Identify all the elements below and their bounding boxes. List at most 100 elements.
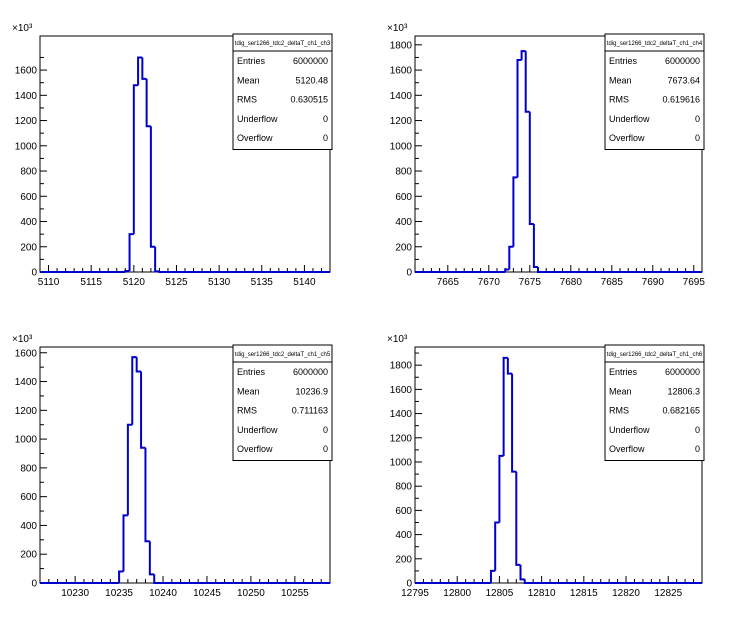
histogram-baseline-right	[523, 579, 702, 584]
stats-value: 0	[323, 444, 328, 454]
stats-label: Overflow	[237, 133, 273, 143]
x-tick-label: 7695	[683, 277, 706, 288]
y-tick-label: 1600	[15, 66, 38, 77]
histogram-baseline-right	[153, 574, 330, 584]
y-tick-label: 1200	[15, 116, 38, 127]
x-tick-label: 12810	[528, 588, 556, 599]
y-tick-label: 0	[406, 268, 412, 279]
y-tick-label: 1200	[390, 433, 413, 444]
y-tick-label: 800	[395, 482, 412, 493]
histogram-bin	[516, 58, 522, 178]
stats-value: 6000000	[665, 367, 700, 377]
x-tick-label: 10235	[105, 588, 133, 599]
y-tick-label: 600	[395, 192, 412, 203]
histogram-bin	[512, 176, 518, 247]
x-tick-label: 7680	[560, 277, 583, 288]
x-tick-label: 7665	[437, 277, 460, 288]
stats-label: Mean	[237, 386, 260, 396]
histogram-bin	[489, 569, 496, 583]
stats-label: Entries	[237, 56, 266, 66]
stats-value: 10236.9	[295, 386, 328, 396]
y-tick-label: 1800	[390, 361, 413, 372]
stats-value: 5120.48	[295, 75, 328, 85]
histogram-bin	[524, 51, 530, 113]
stats-value: 0.619616	[662, 95, 700, 105]
stats-label: RMS	[237, 406, 257, 416]
stats-label: Underflow	[609, 114, 650, 124]
y-tick-label: 800	[20, 463, 37, 474]
stats-value: 6000000	[665, 56, 700, 66]
histogram-bin	[124, 269, 130, 272]
y-tick-label: 400	[395, 217, 412, 228]
y-tick-label: 1200	[15, 406, 38, 417]
y-tick-label: 200	[20, 242, 37, 253]
stats-label: Mean	[609, 75, 632, 85]
histogram-bin	[145, 78, 151, 128]
y-tick-label: 1400	[15, 377, 38, 388]
y-tick-label: 1200	[390, 116, 413, 127]
histogram-bin	[508, 245, 514, 270]
histogram-bin	[506, 357, 513, 375]
y-exponent-label: ×10³	[12, 23, 33, 34]
histogram-title: tdig_ser1266_tdc2_deltaT_ch1_ch3	[235, 41, 331, 47]
stats-value: 6000000	[293, 367, 328, 377]
stats-label: Entries	[609, 367, 638, 377]
histogram-panel-1: 0 200 400 600 800 1000 1200 1400 1600 5110 5115 512…	[12, 23, 333, 288]
y-tick-label: 1400	[390, 91, 413, 102]
histogram-title: tdig_ser1266_tdc2_deltaT_ch1_ch5	[235, 352, 331, 358]
stats-value: 12806.3	[667, 386, 700, 396]
stats-value: 7673.64	[667, 75, 700, 85]
x-tick-label: 12805	[486, 588, 514, 599]
y-tick-label: 200	[20, 550, 37, 561]
stats-value: 0	[695, 425, 700, 435]
y-tick-label: 600	[20, 192, 37, 203]
histogram-panel-3: 0 200 400 600 800 1000 1200 1400 1600 10230 10235 1…	[12, 334, 333, 599]
y-tick-label: 800	[395, 167, 412, 178]
x-tick-label: 12795	[401, 588, 429, 599]
stats-value: 0.682165	[662, 406, 700, 416]
y-exponent-label: ×10³	[12, 334, 33, 345]
histogram-bin	[149, 126, 156, 248]
histogram-bin	[132, 84, 139, 235]
stats-label: Entries	[609, 56, 638, 66]
y-tick-label: 0	[406, 579, 412, 590]
histogram-panel-4: 0 200 400 600 800 1000 1200 1400 1600 1800 12795 12…	[387, 334, 705, 599]
y-tick-label: 1600	[15, 348, 38, 359]
histogram-baseline-right	[537, 266, 702, 273]
stats-label: RMS	[237, 95, 257, 105]
x-tick-label: 5120	[123, 277, 146, 288]
y-tick-label: 400	[395, 530, 412, 541]
y-tick-label: 0	[31, 268, 37, 279]
histogram-bin	[511, 373, 517, 473]
histogram-panel-2: 0 200 400 600 800 1000 1200 1400 1600 1800 7665 767…	[387, 23, 705, 288]
x-tick-label: 10240	[149, 588, 177, 599]
stats-value: 6000000	[293, 56, 328, 66]
histogram-bin	[126, 423, 133, 516]
histogram-bin	[137, 56, 143, 86]
stats-box: tdig_ser1266_tdc2_deltaT_ch1_ch4 Entries 6…	[604, 33, 705, 150]
stats-label: Overflow	[237, 444, 273, 454]
stats-value: 0	[695, 133, 700, 143]
y-tick-label: 1600	[390, 385, 413, 396]
x-tick-label: 5140	[293, 277, 316, 288]
histogram-bin	[515, 471, 521, 566]
stats-label: Mean	[609, 386, 632, 396]
y-tick-label: 1800	[390, 40, 413, 51]
histogram-bin	[148, 541, 155, 576]
histogram-bin	[144, 447, 150, 543]
y-exponent-label: ×10³	[387, 334, 408, 345]
x-tick-label: 10250	[237, 588, 265, 599]
x-tick-label: 12815	[570, 588, 598, 599]
x-tick-label: 7690	[642, 277, 665, 288]
x-tick-label: 10245	[193, 588, 221, 599]
histogram-bin	[141, 57, 147, 80]
stats-box-frame	[604, 33, 705, 150]
histogram-bin	[498, 454, 504, 523]
stats-box: tdig_ser1266_tdc2_deltaT_ch1_ch3 Entries 6…	[232, 33, 333, 150]
histogram-bin	[131, 356, 137, 425]
stats-label: Overflow	[609, 444, 645, 454]
x-tick-label: 5110	[38, 277, 60, 288]
histogram-bin	[532, 224, 538, 268]
y-tick-label: 1000	[15, 141, 38, 152]
